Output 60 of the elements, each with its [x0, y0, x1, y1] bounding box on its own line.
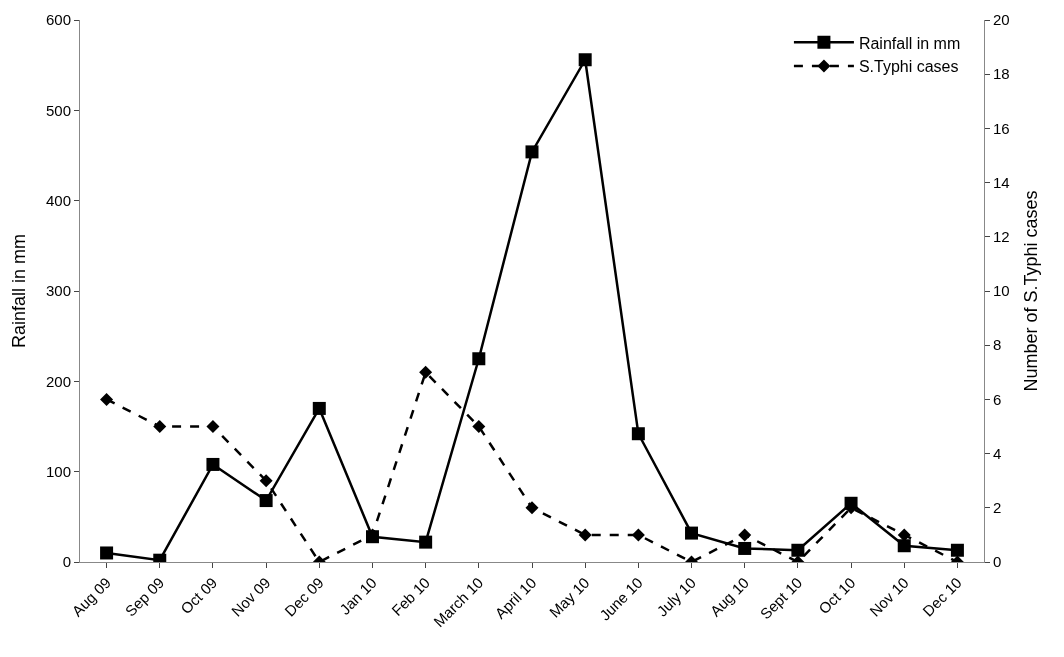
x-tick-label: Aug 10 — [706, 573, 753, 620]
point — [578, 53, 592, 67]
x-tick-label: Jan 10 — [336, 573, 380, 618]
y-tick-label: 100 — [45, 462, 71, 480]
x-tick-label: Sep 09 — [121, 573, 168, 620]
y-tick-label: 600 — [45, 11, 71, 29]
point — [100, 546, 114, 560]
point — [791, 543, 805, 557]
y-tick-label: 500 — [45, 101, 71, 119]
y2-tick-label: 2 — [993, 499, 1002, 517]
x-tick-label: Dec 09 — [281, 573, 327, 620]
point — [578, 528, 592, 542]
point — [897, 539, 911, 553]
point — [206, 457, 220, 471]
point — [631, 427, 645, 441]
legend-label: Rainfall in mm — [858, 34, 961, 52]
point — [419, 535, 433, 549]
y2-tick-label: 16 — [993, 119, 1010, 137]
y-tick-label: 200 — [45, 372, 71, 390]
x-tick-label: Nov 10 — [866, 573, 912, 620]
point — [206, 420, 220, 433]
y2-tick-label: 0 — [993, 553, 1002, 571]
x-tick-label: Oct 10 — [815, 573, 859, 618]
point — [738, 528, 752, 542]
y-axis-title: Rainfall in mm — [9, 233, 30, 349]
point — [259, 474, 273, 488]
point — [153, 420, 167, 433]
x-tick-label: Dec 10 — [919, 573, 965, 620]
y2-tick-label: 4 — [993, 444, 1002, 462]
y-tick-label: 400 — [45, 191, 71, 209]
y-tick-label: 300 — [45, 282, 71, 300]
point — [100, 392, 114, 406]
x-tick-label: Aug 09 — [68, 573, 115, 620]
point — [525, 145, 539, 159]
y2-tick-label: 10 — [993, 282, 1010, 300]
y-tick-label: 0 — [62, 553, 71, 571]
legend-label: S.Typhi cases — [858, 58, 959, 76]
point — [738, 541, 752, 555]
x-tick-label: Feb 10 — [388, 573, 434, 619]
point — [897, 528, 911, 542]
point — [472, 352, 486, 366]
y2-tick-label: 14 — [993, 173, 1010, 191]
y2-tick-label: 8 — [993, 336, 1002, 354]
point — [419, 365, 433, 379]
x-tick-label: July 10 — [653, 573, 699, 620]
point — [525, 501, 539, 515]
x-tick-label: May 10 — [545, 573, 593, 621]
y2-axis-title: Number of S.Typhi cases — [1020, 190, 1041, 392]
y2-tick-label: 6 — [993, 390, 1002, 408]
x-tick-label: Oct 09 — [177, 573, 221, 618]
y2-tick-label: 20 — [993, 11, 1010, 29]
point — [259, 494, 273, 508]
point — [685, 526, 699, 540]
y2-tick-label: 18 — [993, 65, 1010, 83]
x-tick-label: Nov 09 — [227, 573, 274, 620]
point — [472, 420, 486, 433]
point — [950, 543, 964, 557]
y2-tick-label: 12 — [993, 228, 1010, 246]
point — [312, 401, 326, 415]
point — [631, 528, 645, 542]
